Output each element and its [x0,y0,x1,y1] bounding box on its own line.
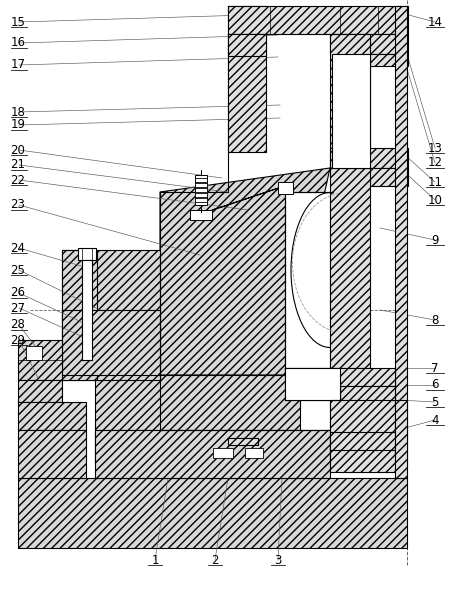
Bar [285,192,330,392]
Text: 14: 14 [427,16,442,28]
Bar [330,168,370,368]
Bar [95,375,300,430]
Bar [195,178,207,182]
Bar [340,386,395,402]
Text: 4: 4 [431,413,439,427]
Bar [213,448,233,458]
Text: 20: 20 [11,143,26,157]
Bar [278,182,293,194]
Bar [82,260,92,360]
Text: 3: 3 [274,553,282,566]
Bar [195,193,207,197]
Text: 27: 27 [11,301,26,314]
Bar [18,380,62,402]
Bar [228,34,266,152]
Text: 21: 21 [11,158,26,172]
Bar [330,34,370,179]
Bar [26,346,42,360]
Bar [228,34,266,56]
Bar [18,430,86,478]
Text: 17: 17 [11,58,26,71]
Text: 24: 24 [11,241,26,254]
Bar [195,183,207,187]
Bar [360,168,408,186]
Bar [195,188,207,192]
Bar [330,148,408,168]
Text: 12: 12 [427,157,442,169]
Bar [285,368,395,386]
Bar [18,478,407,548]
Text: 15: 15 [11,16,26,28]
Bar [95,445,395,463]
Bar [190,210,212,220]
Text: 1: 1 [151,553,159,566]
Text: 6: 6 [431,379,439,391]
Bar [195,175,207,205]
Bar [330,400,395,472]
Text: 10: 10 [428,193,442,206]
Polygon shape [160,168,330,375]
Text: 11: 11 [427,175,442,188]
Bar [360,54,408,66]
Bar [228,438,258,445]
Bar [332,70,370,168]
Bar [332,54,370,168]
Text: 2: 2 [211,553,219,566]
Bar [18,340,62,380]
Text: 8: 8 [431,313,439,326]
Bar [330,34,408,54]
Bar [395,6,407,466]
Text: 25: 25 [11,263,26,277]
Text: 22: 22 [11,173,26,187]
Bar [62,250,160,380]
Bar [195,198,207,202]
Bar [228,6,408,34]
Text: 7: 7 [431,361,439,374]
Bar [395,400,407,478]
Text: 23: 23 [11,199,26,211]
Bar [245,448,263,458]
Text: 28: 28 [11,319,26,331]
Bar [62,310,160,375]
Text: 9: 9 [431,233,439,247]
Text: 18: 18 [11,106,26,118]
Bar [78,248,96,260]
Bar [285,368,340,400]
Text: 13: 13 [428,142,442,154]
Bar [95,430,330,478]
Bar [285,386,340,400]
Polygon shape [212,185,288,210]
Text: 19: 19 [11,118,26,131]
Text: 5: 5 [431,395,439,409]
Text: 29: 29 [11,334,26,346]
Text: 16: 16 [11,37,26,49]
Bar [95,430,395,445]
Bar [18,402,86,430]
Bar [62,250,97,380]
Text: 26: 26 [11,286,26,299]
